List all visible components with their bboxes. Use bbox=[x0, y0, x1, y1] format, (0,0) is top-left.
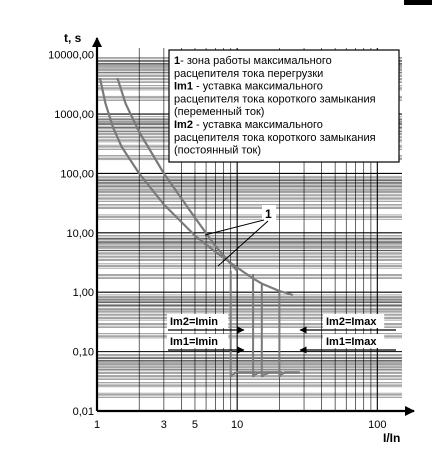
y-tick-label: 1,00 bbox=[73, 287, 94, 299]
x-axis-label: I/In bbox=[383, 431, 400, 445]
callout-leader-upper bbox=[204, 219, 265, 236]
legend-line: 1- зона работы максимального bbox=[174, 55, 332, 67]
im2-imin-bg bbox=[167, 314, 229, 328]
y-tick-label: 100,00 bbox=[60, 168, 94, 180]
legend-box bbox=[168, 49, 400, 163]
y-tick-label: 10,00 bbox=[66, 228, 94, 240]
legend-line-key: Im1 bbox=[174, 81, 193, 93]
legend-line-text: - зона работы максимального bbox=[180, 55, 332, 67]
y-tick-label: 1000,00 bbox=[54, 109, 94, 121]
trip-lines bbox=[229, 270, 300, 378]
curve-series-2 bbox=[116, 77, 239, 272]
callout-leader-lower bbox=[217, 220, 269, 267]
legend-line: (постоянный ток) bbox=[174, 145, 261, 157]
legend-line: Im2 - уставка максимального bbox=[174, 119, 323, 131]
legend-line: расцепителя тока перегрузки bbox=[174, 68, 323, 80]
y-tick-label: 10000,00 bbox=[48, 50, 94, 62]
im1-imax-bg bbox=[323, 334, 385, 348]
y-tick-label: 0,10 bbox=[73, 347, 94, 359]
x-tick-label: 10 bbox=[231, 419, 243, 431]
legend-line-key: 1 bbox=[174, 55, 180, 67]
im2-imax-bg bbox=[323, 314, 385, 328]
legend-line-text: (постоянный ток) bbox=[174, 145, 261, 157]
legend-line-text: расцепителя тока короткого замыкания bbox=[174, 93, 376, 105]
tick-labels: 0,01 0,10 1,00 10,00 100,00 1000,00 10000,00 1 3… bbox=[48, 50, 386, 431]
im1-imin-label: Im1=Imin bbox=[170, 336, 218, 348]
im1-imin-bg bbox=[167, 334, 229, 348]
callout-label: 1 bbox=[265, 207, 272, 221]
trip-line-4 bbox=[278, 291, 300, 378]
trip-line-2 bbox=[252, 274, 270, 378]
legend-line-text: расцепителя тока перегрузки bbox=[174, 68, 323, 80]
corner-mark bbox=[404, 0, 432, 5]
x-tick-label: 3 bbox=[161, 419, 167, 431]
im1-imax-label: Im1=Imax bbox=[326, 336, 377, 348]
trip-line-1 bbox=[229, 270, 258, 378]
legend: 1- зона работы максимальногорасцепителя … bbox=[168, 49, 400, 163]
legend-line-key: Im2 bbox=[174, 119, 193, 131]
legend-line: Im1 - уставка максимального bbox=[174, 81, 323, 93]
y-axis-label: t, s bbox=[64, 31, 82, 45]
legend-line-text: - уставка максимального bbox=[193, 81, 323, 93]
axes: t, s I/In bbox=[64, 31, 415, 445]
im2-imax-label: Im2=Imax bbox=[326, 316, 377, 328]
im2-imin-label: Im2=Imin bbox=[170, 316, 218, 328]
annotations: 1 Im2=Imin Im1=Imin Im2=Imax Im1=Imax bbox=[167, 205, 396, 354]
legend-line: (переменный ток) bbox=[174, 106, 264, 118]
x-tick-label: 5 bbox=[192, 419, 198, 431]
legend-line: расцепителя тока короткого замыкания bbox=[174, 93, 376, 105]
x-tick-label: 1 bbox=[94, 419, 100, 431]
x-tick-label: 100 bbox=[368, 419, 386, 431]
trip-line-3 bbox=[260, 283, 283, 378]
legend-line-text: - уставка максимального bbox=[193, 119, 323, 131]
callout-bg bbox=[262, 205, 276, 220]
legend-line: расцепителя тока короткого замыкания bbox=[174, 132, 376, 144]
y-tick-label: 0,01 bbox=[73, 406, 94, 418]
legend-line-text: (переменный ток) bbox=[174, 106, 264, 118]
legend-line-text: расцепителя тока короткого замыкания bbox=[174, 132, 376, 144]
